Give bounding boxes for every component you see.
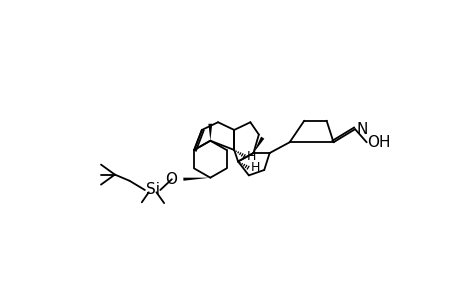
Polygon shape [183, 178, 210, 181]
Text: H: H [250, 161, 259, 174]
Text: N: N [356, 122, 367, 137]
Polygon shape [208, 124, 212, 141]
Text: OH: OH [367, 135, 390, 150]
Text: H: H [246, 150, 255, 163]
Text: Si: Si [145, 182, 159, 197]
Polygon shape [253, 136, 264, 153]
Text: O: O [165, 172, 177, 187]
